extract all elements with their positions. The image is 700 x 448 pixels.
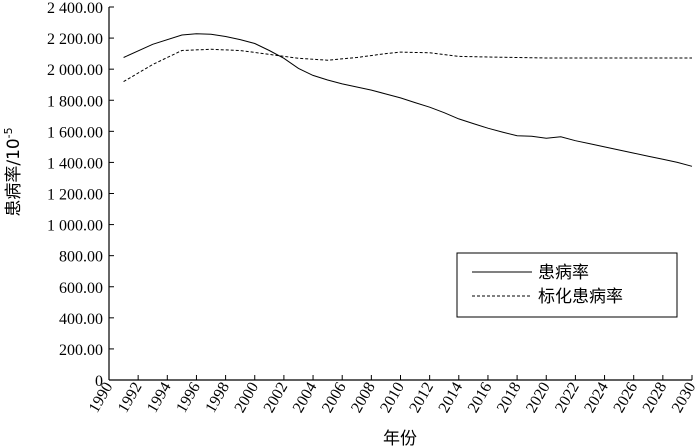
y-tick-label: 1 400.00 — [47, 155, 103, 172]
legend: 患病率 标化患病率 — [456, 252, 678, 318]
y-tick-label: 800.00 — [59, 249, 103, 266]
series-line-1 — [123, 33, 693, 167]
y-axis-title-main: 患病率/10 — [4, 138, 24, 216]
x-tick-label: 1992 — [115, 380, 146, 416]
x-tick-label: 2014 — [436, 380, 467, 416]
x-tick-label: 2004 — [290, 380, 321, 416]
y-tick-label: 400.00 — [59, 311, 103, 328]
legend-label-series-1: 患病率 — [538, 263, 589, 283]
x-tick-label: 2006 — [319, 380, 350, 416]
x-tick-label: 1998 — [202, 380, 233, 416]
y-tick-label: 2 400.00 — [47, 0, 103, 17]
legend-label-series-2: 标化患病率 — [538, 287, 623, 307]
x-tick-label: 2016 — [465, 380, 496, 416]
y-tick-label: 1 200.00 — [47, 187, 103, 204]
x-tick-label: 2030 — [669, 380, 700, 416]
y-tick-label: 1 000.00 — [47, 218, 103, 235]
x-axis-title: 年份 — [383, 429, 417, 448]
x-tick-label: 2012 — [406, 380, 437, 416]
series-layer — [123, 33, 693, 167]
legend-box — [456, 252, 678, 318]
y-tick-label: 2 000.00 — [47, 62, 103, 79]
y-tick-label: 600.00 — [59, 280, 103, 297]
y-axis-ticks: 0 200.00 400.00 600.00 800.00 1 000.00 1 200.0… — [47, 0, 114, 390]
x-tick-label: 2024 — [581, 380, 612, 416]
x-tick-label: 2022 — [552, 380, 583, 416]
x-tick-label: 1996 — [173, 380, 204, 416]
y-tick-label: 1 600.00 — [47, 124, 103, 141]
x-tick-label: 2010 — [377, 380, 408, 416]
x-tick-label: 1994 — [144, 380, 175, 416]
x-tick-label: 1990 — [86, 380, 117, 416]
y-tick-label: 1 800.00 — [47, 93, 103, 110]
x-tick-label: 2026 — [610, 380, 641, 416]
x-tick-label: 2020 — [523, 380, 554, 416]
series-line-2 — [123, 48, 692, 83]
x-axis-ticks: 1990199219941996199820002002200420062008… — [86, 375, 700, 416]
x-tick-label: 2002 — [261, 380, 292, 416]
y-tick-label: 200.00 — [59, 342, 103, 359]
y-tick-label: 2 200.00 — [47, 31, 103, 48]
y-axis-title: 患病率/10-5 — [2, 127, 24, 216]
x-tick-label: 2028 — [640, 380, 671, 416]
x-tick-label: 2008 — [348, 380, 379, 416]
x-tick-label: 2000 — [231, 380, 262, 416]
y-tick-label: 0 — [95, 373, 103, 390]
y-axis-title-exponent: -5 — [2, 127, 15, 138]
x-tick-label: 2018 — [494, 380, 525, 416]
